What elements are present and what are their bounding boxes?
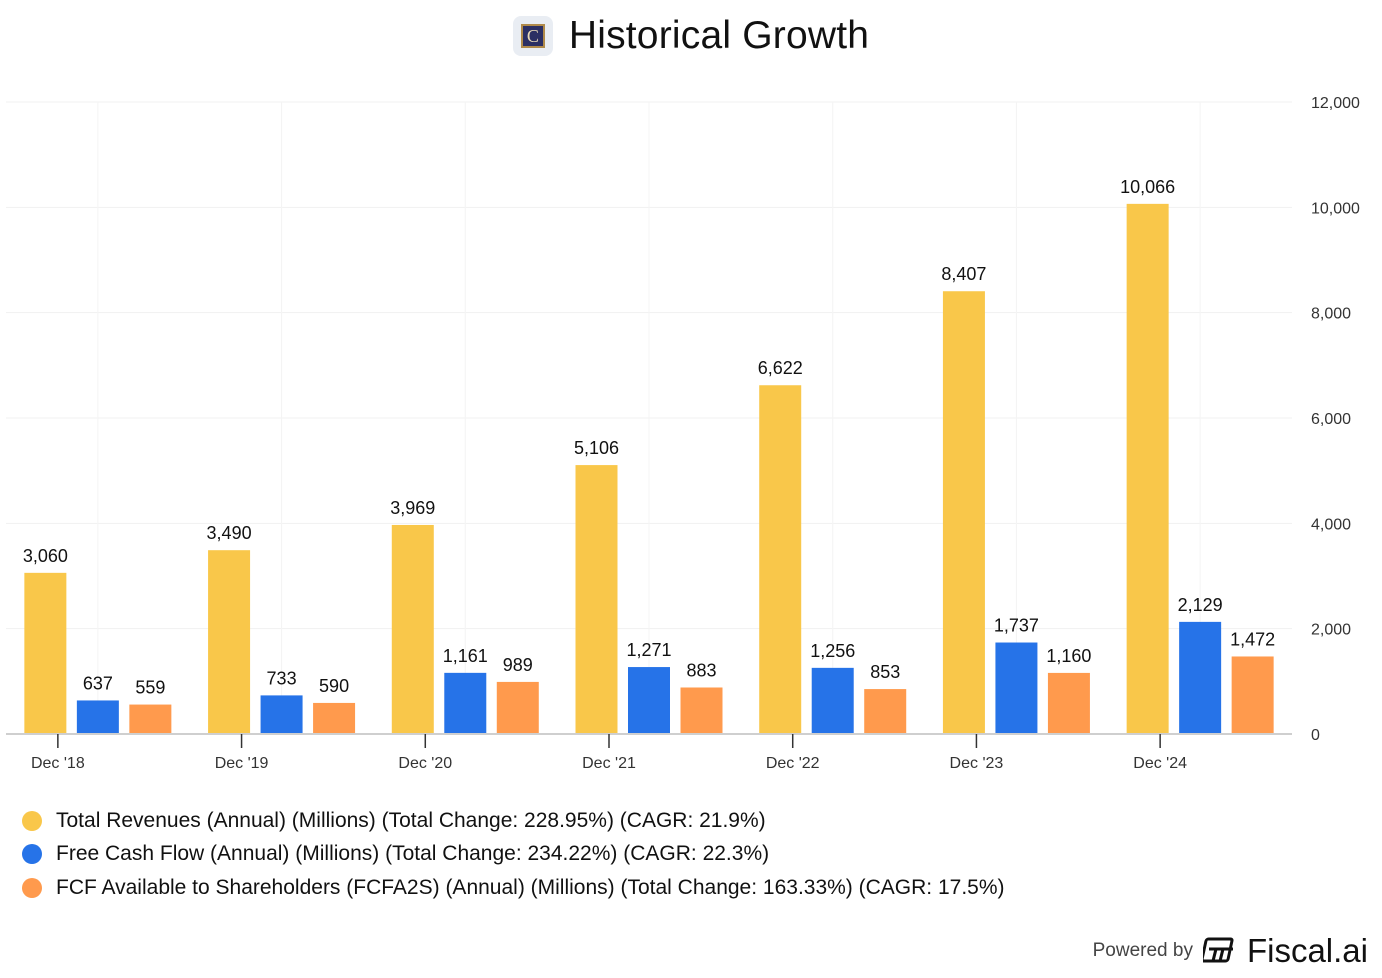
bar-fcf (76, 700, 119, 734)
bar-value-label: 8,407 (941, 264, 986, 284)
legend-item-fcf[interactable]: Free Cash Flow (Annual) (Millions) (Tota… (22, 838, 1005, 872)
y-tick-label: 2,000 (1311, 622, 1351, 639)
company-logo-icon: C (512, 16, 553, 56)
bar-value-label: 989 (503, 655, 533, 675)
x-tick-label: Dec '22 (766, 755, 820, 772)
bar-revenues (1126, 203, 1169, 735)
bar-value-label: 3,969 (390, 498, 435, 518)
bar-revenues (759, 385, 802, 734)
x-tick-label: Dec '21 (582, 755, 636, 772)
legend-item-revenues[interactable]: Total Revenues (Annual) (Millions) (Tota… (22, 804, 1005, 838)
footer-branding: Powered by Fiscal.ai (1093, 932, 1368, 970)
bar-fcfa2s (313, 702, 356, 734)
bar-fcf (995, 642, 1038, 734)
bar-value-label: 10,066 (1120, 177, 1175, 197)
bar-fcf (811, 667, 854, 734)
y-tick-label: 0 (1311, 727, 1320, 744)
bar-value-label: 1,737 (994, 616, 1039, 636)
bar-value-label: 1,472 (1230, 629, 1275, 649)
bar-revenues (942, 291, 985, 734)
y-tick-label: 8,000 (1311, 306, 1351, 323)
bar-value-label: 559 (135, 678, 165, 698)
x-tick-label: Dec '18 (31, 755, 85, 772)
legend-item-fcfa2s[interactable]: FCF Available to Shareholders (FCFA2S) (… (22, 871, 1005, 905)
bar-value-label: 3,490 (207, 523, 252, 543)
bar-value-label: 5,106 (574, 438, 619, 458)
fiscal-logo-icon (1202, 937, 1234, 963)
bar-fcfa2s (680, 687, 723, 734)
bar-fcfa2s (864, 689, 907, 734)
chart-header: C Historical Growth (0, 14, 1382, 58)
bar-value-label: 6,622 (758, 358, 803, 378)
bar-revenues (575, 465, 618, 734)
y-tick-label: 4,000 (1311, 516, 1351, 533)
y-tick-label: 6,000 (1311, 411, 1351, 428)
bar-fcf (628, 667, 670, 734)
bar-revenues (24, 572, 67, 734)
y-tick-label: 10,000 (1311, 200, 1360, 217)
bar-fcf (444, 672, 487, 734)
bar-value-label: 733 (267, 668, 297, 688)
bar-value-label: 1,160 (1046, 646, 1091, 666)
x-tick-label: Dec '20 (398, 755, 452, 772)
legend-dot-fcfa2s (22, 877, 42, 898)
bar-value-label: 853 (870, 662, 900, 682)
bar-revenues (391, 524, 434, 734)
legend-label-revenues: Total Revenues (Annual) (Millions) (Tota… (56, 808, 766, 832)
bar-fcf (260, 695, 303, 734)
legend-label-fcf: Free Cash Flow (Annual) (Millions) (Tota… (56, 842, 770, 866)
bar-fcfa2s (1231, 656, 1274, 734)
x-tick-label: Dec '19 (215, 755, 269, 772)
bar-chart: 0 2,000 4,000 6,000 8,000 10,000 12,000 3,060 63… (6, 95, 1360, 772)
bar-value-label: 590 (319, 676, 349, 696)
chart-title: Historical Growth (568, 14, 870, 57)
bar-value-label: 3,060 (23, 546, 68, 566)
powered-by-label: Powered by (1092, 940, 1193, 961)
chart-legend: Total Revenues (Annual) (Millions) (Tota… (22, 804, 1005, 905)
legend-dot-revenues (22, 810, 42, 831)
y-tick-label: 12,000 (1311, 95, 1360, 112)
bar-value-label: 637 (83, 673, 113, 693)
bar-value-label: 2,129 (1178, 595, 1223, 615)
x-tick-label: Dec '24 (1133, 755, 1187, 772)
legend-dot-fcf (22, 844, 42, 865)
bar-revenues (208, 550, 251, 734)
fiscal-brand-name: Fiscal.ai (1246, 932, 1368, 969)
company-logo-letter: C (520, 24, 545, 48)
bar-fcfa2s (496, 681, 539, 734)
x-tick-label: Dec '23 (950, 755, 1004, 772)
bar-fcf (1179, 621, 1222, 734)
bar-value-label: 1,161 (443, 646, 488, 666)
bar-value-label: 883 (686, 660, 716, 680)
bar-value-label: 1,256 (810, 641, 855, 661)
bar-fcfa2s (129, 704, 172, 734)
bar-fcfa2s (1047, 672, 1090, 734)
legend-label-fcfa2s: FCF Available to Shareholders (FCFA2S) (… (56, 875, 1005, 899)
bar-value-label: 1,271 (626, 640, 671, 660)
